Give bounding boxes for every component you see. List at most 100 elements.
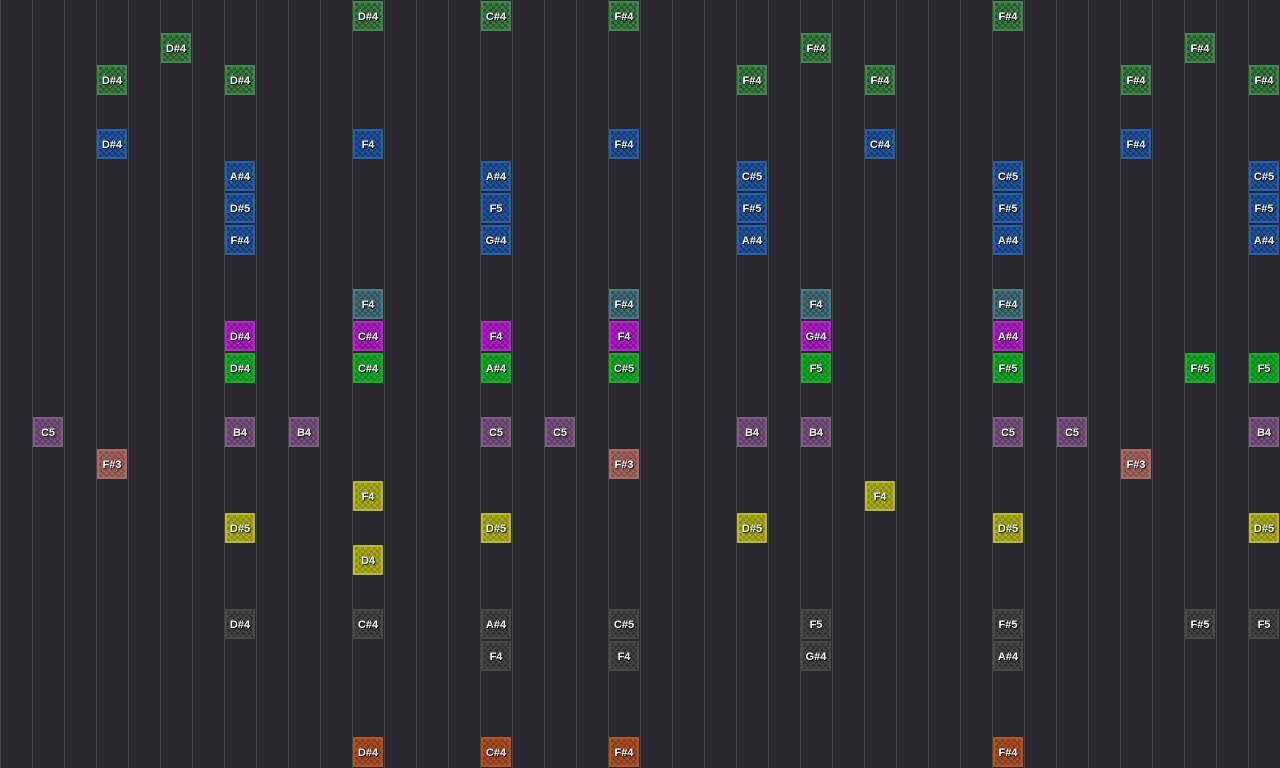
note-block-green-note-block[interactable]: F#4 (1185, 33, 1215, 63)
note-block-green-note-block[interactable]: D#4 (97, 65, 127, 95)
note-pitch-label: D#5 (1253, 523, 1275, 535)
note-block-orange-note-block[interactable]: F#4 (609, 737, 639, 767)
note-block-blue-note-block[interactable]: G#4 (481, 225, 511, 255)
note-pitch-label: D#4 (229, 619, 251, 631)
note-block-lime-note-block[interactable]: D#4 (225, 353, 255, 383)
note-block-green-note-block[interactable]: F#4 (865, 65, 895, 95)
note-block-blue-note-block[interactable]: A#4 (737, 225, 767, 255)
note-block-brown-note-block[interactable]: F#3 (97, 449, 127, 479)
note-block-blue-note-block[interactable]: F#4 (225, 225, 255, 255)
note-block-magenta-note-block[interactable]: G#4 (801, 321, 831, 351)
note-block-gray-note-block[interactable]: F5 (801, 609, 831, 639)
note-block-teal-note-block[interactable]: F4 (801, 289, 831, 319)
note-block-gray-note-block[interactable]: F#5 (993, 609, 1023, 639)
note-block-gray-note-block[interactable]: C#5 (609, 609, 639, 639)
note-block-green-note-block[interactable]: F#4 (801, 33, 831, 63)
note-block-magenta-note-block[interactable]: A#4 (993, 321, 1023, 351)
note-block-lime-note-block[interactable]: C#4 (353, 353, 383, 383)
note-block-lime-note-block[interactable]: F5 (801, 353, 831, 383)
note-block-gray-note-block[interactable]: C#4 (353, 609, 383, 639)
note-block-purple-note-block[interactable]: C5 (1057, 417, 1087, 447)
note-block-blue-note-block[interactable]: D#5 (225, 193, 255, 223)
note-block-magenta-note-block[interactable]: C#4 (353, 321, 383, 351)
note-pitch-label: A#4 (485, 363, 507, 375)
note-block-gray-note-block[interactable]: F4 (609, 641, 639, 671)
note-block-gray-note-block[interactable]: F#5 (1185, 609, 1215, 639)
note-block-blue-note-block[interactable]: F#4 (609, 129, 639, 159)
note-block-purple-note-block[interactable]: C5 (993, 417, 1023, 447)
note-block-green-note-block[interactable]: F#4 (1121, 65, 1151, 95)
note-block-gray-note-block[interactable]: F5 (1249, 609, 1279, 639)
note-block-orange-note-block[interactable]: C#4 (481, 737, 511, 767)
note-block-lime-note-block[interactable]: F#5 (993, 353, 1023, 383)
note-block-purple-note-block[interactable]: C5 (545, 417, 575, 447)
note-block-gray-note-block[interactable]: D#4 (225, 609, 255, 639)
note-block-olive-note-block[interactable]: D4 (353, 545, 383, 575)
note-block-green-note-block[interactable]: F#4 (993, 1, 1023, 31)
note-block-blue-note-block[interactable]: C#4 (865, 129, 895, 159)
note-block-olive-note-block[interactable]: D#5 (1249, 513, 1279, 543)
note-block-blue-note-block[interactable]: F4 (353, 129, 383, 159)
note-block-purple-note-block[interactable]: B4 (801, 417, 831, 447)
note-block-blue-note-block[interactable]: F5 (481, 193, 511, 223)
note-block-lime-note-block[interactable]: C#5 (609, 353, 639, 383)
note-block-lime-note-block[interactable]: F5 (1249, 353, 1279, 383)
note-block-blue-note-block[interactable]: F#5 (1249, 193, 1279, 223)
note-block-green-note-block[interactable]: F#4 (1249, 65, 1279, 95)
note-block-purple-note-block[interactable]: B4 (289, 417, 319, 447)
note-block-olive-note-block[interactable]: F4 (865, 481, 895, 511)
note-pitch-label: D#4 (357, 11, 379, 23)
note-block-green-note-block[interactable]: D#4 (225, 65, 255, 95)
note-block-teal-note-block[interactable]: F#4 (993, 289, 1023, 319)
note-block-blue-note-block[interactable]: A#4 (481, 161, 511, 191)
note-block-olive-note-block[interactable]: D#5 (993, 513, 1023, 543)
note-block-purple-note-block[interactable]: B4 (737, 417, 767, 447)
note-pitch-label: F#4 (998, 299, 1018, 311)
note-block-blue-note-block[interactable]: D#4 (97, 129, 127, 159)
note-block-blue-note-block[interactable]: A#4 (225, 161, 255, 191)
note-block-blue-note-block[interactable]: C#5 (1249, 161, 1279, 191)
note-pitch-label: D#5 (485, 523, 507, 535)
note-block-teal-note-block[interactable]: F#4 (609, 289, 639, 319)
note-block-purple-note-block[interactable]: C5 (33, 417, 63, 447)
note-block-orange-note-block[interactable]: D#4 (353, 737, 383, 767)
note-pitch-label: B4 (808, 427, 824, 439)
note-block-blue-note-block[interactable]: A#4 (1249, 225, 1279, 255)
note-block-green-note-block[interactable]: D#4 (161, 33, 191, 63)
note-block-olive-note-block[interactable]: D#5 (737, 513, 767, 543)
note-block-magenta-note-block[interactable]: F4 (609, 321, 639, 351)
note-block-blue-note-block[interactable]: F#5 (993, 193, 1023, 223)
note-block-green-note-block[interactable]: D#4 (353, 1, 383, 31)
note-block-brown-note-block[interactable]: F#3 (609, 449, 639, 479)
note-block-purple-note-block[interactable]: B4 (225, 417, 255, 447)
note-block-purple-note-block[interactable]: C5 (481, 417, 511, 447)
note-block-blue-note-block[interactable]: F#5 (737, 193, 767, 223)
note-block-lime-note-block[interactable]: A#4 (481, 353, 511, 383)
note-block-green-note-block[interactable]: F#4 (609, 1, 639, 31)
note-pitch-label: F#4 (1126, 139, 1146, 151)
note-block-blue-note-block[interactable]: F#4 (1121, 129, 1151, 159)
note-block-purple-note-block[interactable]: B4 (1249, 417, 1279, 447)
note-pitch-label: F#5 (1254, 203, 1274, 215)
note-pitch-label: B4 (296, 427, 312, 439)
note-block-green-note-block[interactable]: F#4 (737, 65, 767, 95)
note-block-gray-note-block[interactable]: G#4 (801, 641, 831, 671)
note-block-gray-note-block[interactable]: A#4 (993, 641, 1023, 671)
note-block-orange-note-block[interactable]: F#4 (993, 737, 1023, 767)
note-block-gray-note-block[interactable]: A#4 (481, 609, 511, 639)
note-block-magenta-note-block[interactable]: D#4 (225, 321, 255, 351)
note-block-olive-note-block[interactable]: D#5 (225, 513, 255, 543)
note-block-blue-note-block[interactable]: A#4 (993, 225, 1023, 255)
note-block-lime-note-block[interactable]: F#5 (1185, 353, 1215, 383)
note-block-teal-note-block[interactable]: F4 (353, 289, 383, 319)
note-block-olive-note-block[interactable]: F4 (353, 481, 383, 511)
note-block-blue-note-block[interactable]: C#5 (993, 161, 1023, 191)
note-block-olive-note-block[interactable]: D#5 (481, 513, 511, 543)
note-block-green-note-block[interactable]: C#4 (481, 1, 511, 31)
note-block-gray-note-block[interactable]: F4 (481, 641, 511, 671)
note-block-magenta-note-block[interactable]: F4 (481, 321, 511, 351)
note-block-brown-note-block[interactable]: F#3 (1121, 449, 1151, 479)
note-block-blue-note-block[interactable]: C#5 (737, 161, 767, 191)
note-pitch-label: A#4 (997, 331, 1019, 343)
